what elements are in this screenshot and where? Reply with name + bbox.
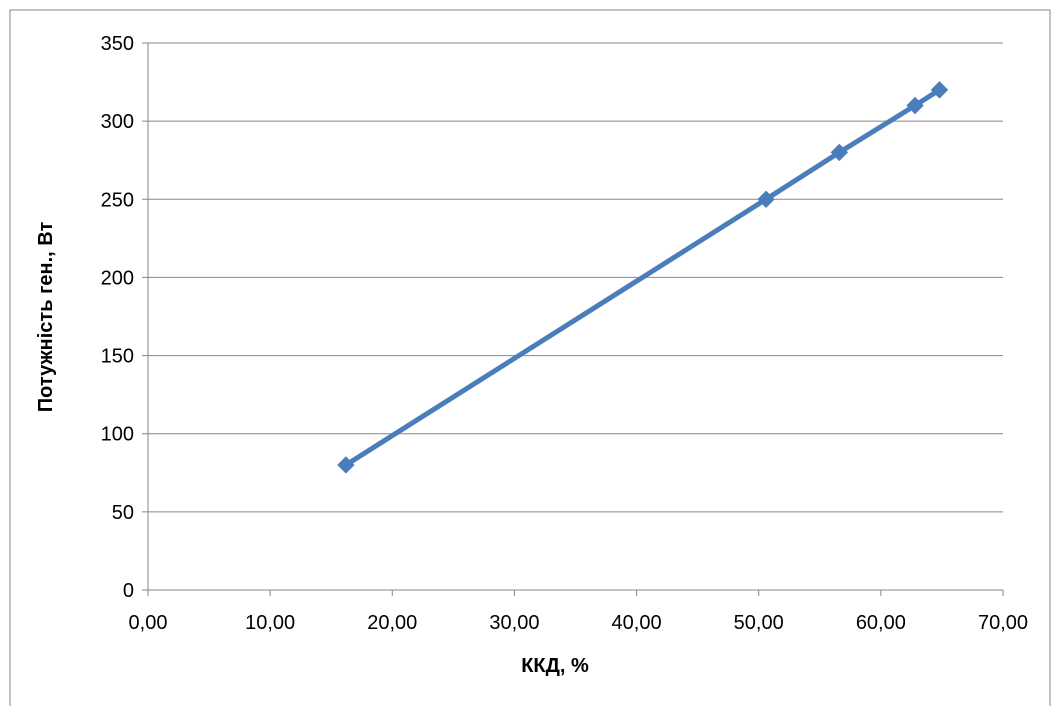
y-tick-label: 100	[101, 424, 134, 446]
y-tick-label: 50	[112, 502, 134, 524]
x-tick-label: 30,00	[489, 612, 539, 634]
y-tick-label: 250	[101, 189, 134, 211]
y-tick-label: 350	[101, 33, 134, 55]
data-series	[337, 81, 949, 474]
y-axis-title: Потужність ген., Вт	[35, 222, 57, 413]
x-axis-title: ККД, %	[521, 655, 589, 677]
x-tick-label: 60,00	[856, 612, 906, 634]
y-tick-label: 200	[101, 267, 134, 289]
data-point-marker	[830, 143, 849, 162]
data-point-marker	[757, 190, 775, 208]
x-tick-label: 0,00	[129, 612, 168, 634]
x-tick-label: 70,00	[978, 612, 1028, 634]
x-tick-label: 50,00	[734, 612, 784, 634]
y-tick-label: 150	[101, 346, 134, 368]
y-tick-label: 0	[123, 580, 134, 602]
gridlines	[148, 42, 1003, 513]
chart-border	[9, 9, 1051, 706]
x-tick-labels: 0,00 10,00 20,00 30,00 40,00 50,00 60,00 70,00	[129, 612, 1029, 634]
axes	[142, 42, 1004, 596]
data-point-marker	[930, 81, 949, 99]
y-tick-labels: 0 50 100 150 200 250 300 350	[101, 33, 134, 602]
x-tick-label: 10,00	[245, 612, 295, 634]
data-point-marker	[906, 96, 924, 115]
data-point-marker	[337, 456, 355, 474]
x-tick-label: 40,00	[612, 612, 662, 634]
y-tick-label: 300	[101, 111, 134, 133]
x-tick-label: 20,00	[367, 612, 417, 634]
